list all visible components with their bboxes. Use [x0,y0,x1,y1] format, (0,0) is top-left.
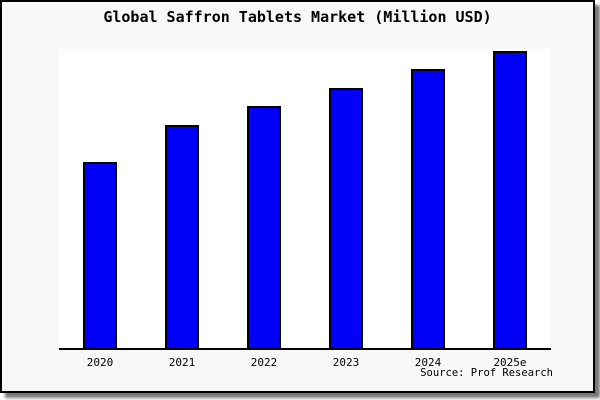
plot-area [59,49,551,348]
x-axis-labels: 2020 2021 2022 2023 2024 2025e [59,356,551,370]
chart-title: Global Saffron Tablets Market (Million U… [103,8,492,26]
bar-2023 [329,88,363,348]
x-axis-line [59,348,551,350]
x-axis-label-2025e: 2025e [493,356,527,369]
x-axis-label-2021: 2021 [168,356,196,369]
chart-card: Global Saffron Tablets Market (Million U… [0,0,595,393]
x-axis-label-2022: 2022 [250,356,278,369]
x-axis-label-2020: 2020 [86,356,114,369]
x-axis-label-2024: 2024 [414,356,442,369]
bar-2022 [247,106,281,348]
source-credit: Source: Prof Research [420,367,553,379]
bar-2020 [83,162,117,348]
x-axis-label-2023: 2023 [332,356,360,369]
bar-2024 [411,69,445,348]
bar-2021 [165,125,199,348]
bar-2025e [493,51,527,348]
